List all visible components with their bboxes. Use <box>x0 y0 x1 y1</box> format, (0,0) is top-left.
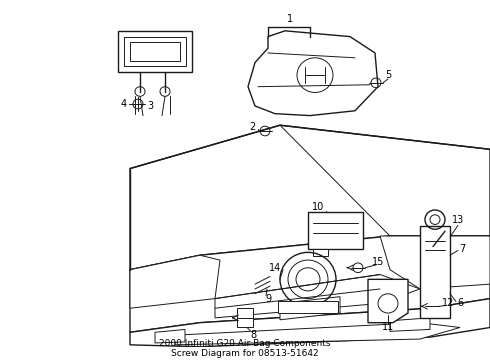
Polygon shape <box>130 298 490 347</box>
Text: 2: 2 <box>249 122 255 132</box>
Polygon shape <box>130 42 180 61</box>
Polygon shape <box>420 226 450 318</box>
Polygon shape <box>313 248 328 256</box>
Polygon shape <box>390 318 430 331</box>
Polygon shape <box>308 212 363 248</box>
Polygon shape <box>130 255 220 308</box>
Polygon shape <box>215 275 420 318</box>
Polygon shape <box>130 236 490 332</box>
Text: 8: 8 <box>250 330 256 340</box>
Text: 6: 6 <box>457 298 463 309</box>
Text: 14: 14 <box>269 263 281 273</box>
Polygon shape <box>118 31 192 72</box>
Text: 7: 7 <box>459 243 465 253</box>
Text: 13: 13 <box>452 215 464 225</box>
Text: 1: 1 <box>287 14 293 24</box>
Polygon shape <box>155 329 185 343</box>
Polygon shape <box>175 323 460 345</box>
Polygon shape <box>380 236 490 289</box>
Polygon shape <box>280 297 340 320</box>
Text: 4: 4 <box>121 99 127 109</box>
Polygon shape <box>368 279 408 323</box>
Polygon shape <box>278 301 338 313</box>
Polygon shape <box>130 125 490 270</box>
Polygon shape <box>237 308 253 328</box>
Text: 10: 10 <box>312 202 324 212</box>
Text: 12: 12 <box>442 298 454 309</box>
Text: 2000 Infiniti G20 Air Bag Components
Screw Diagram for 08513-51642: 2000 Infiniti G20 Air Bag Components Scr… <box>159 339 331 359</box>
Text: 5: 5 <box>385 70 391 80</box>
Text: 15: 15 <box>372 257 384 267</box>
Polygon shape <box>248 31 378 116</box>
Text: 9: 9 <box>265 294 271 303</box>
Polygon shape <box>124 37 186 67</box>
Text: 11: 11 <box>382 323 394 333</box>
Text: 3: 3 <box>147 101 153 111</box>
